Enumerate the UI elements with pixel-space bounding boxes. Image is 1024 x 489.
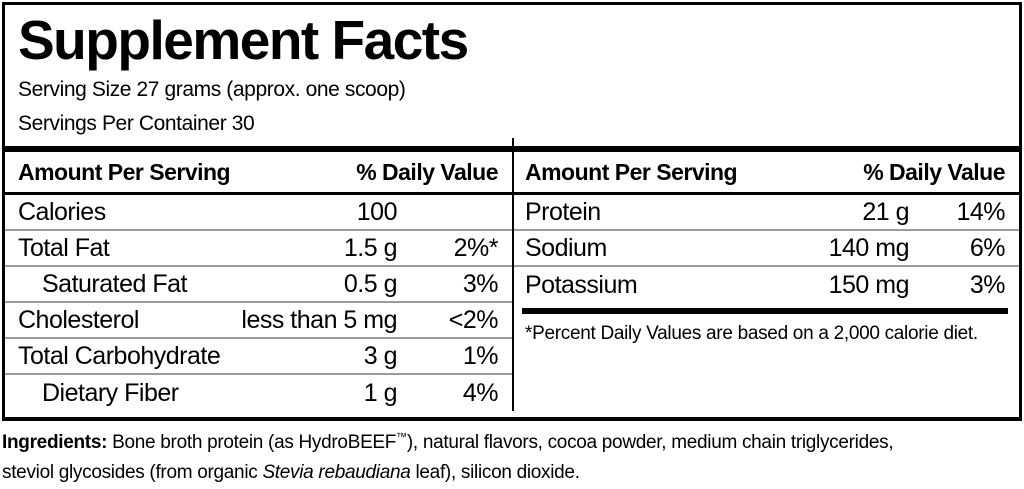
column-header-dv: % Daily Value — [356, 158, 498, 185]
row-label: Sodium — [525, 233, 607, 262]
page-title: Supplement Facts — [18, 9, 469, 71]
row-label: Saturated Fat — [42, 269, 187, 298]
table-header-row: Amount Per Serving % Daily Value — [5, 152, 512, 195]
table-row: Dietary Fiber 1 g 4% — [5, 375, 512, 411]
row-label: Total Carbohydrate — [18, 341, 221, 370]
row-amount: 140 mg — [828, 233, 910, 262]
table-body-right: Protein 21 g 14% Sodium 140 mg 6% Potassium 150… — [514, 195, 1019, 303]
row-label: Protein — [525, 197, 601, 226]
table-row: Total Fat 1.5 g 2%* — [5, 231, 512, 267]
column-header-amount: Amount Per Serving — [525, 158, 738, 185]
table-row: Saturated Fat 0.5 g 3% — [5, 267, 512, 303]
row-daily-value: 2%* — [453, 233, 499, 262]
facts-tables: Amount Per Serving % Daily Value Calorie… — [5, 138, 1019, 411]
row-label: Total Fat — [18, 233, 110, 262]
table-row: Sodium 140 mg 6% — [514, 231, 1019, 267]
row-amount: 1.5 g — [343, 233, 398, 262]
row-label: Cholesterol — [18, 305, 139, 334]
row-label: Potassium — [525, 270, 638, 299]
serving-info: Serving Size 27 grams (approx. one scoop… — [18, 73, 1004, 141]
row-amount: 100 — [356, 197, 398, 226]
row-amount: 3 g — [363, 341, 398, 370]
facts-table-left: Amount Per Serving % Daily Value Calorie… — [5, 152, 512, 411]
ingredients-line: steviol glycosides (from organic Stevia … — [2, 458, 1020, 488]
servings-per-container-text: Servings Per Container 30 — [18, 112, 255, 135]
row-label: Calories — [18, 197, 106, 226]
footnote-thick-rule — [522, 308, 1008, 314]
table-row: Cholesterol less than 5 mg <2% — [5, 303, 512, 339]
ingredients-label: Ingredients: — [2, 432, 113, 453]
row-daily-value: 6% — [969, 233, 1006, 262]
supplement-facts-panel: Supplement Facts Serving Size 27 grams (… — [2, 2, 1022, 421]
row-amount: less than 5 mg — [241, 305, 397, 334]
table-row: Calories 100 — [5, 195, 512, 231]
table-row: Potassium 150 mg 3% — [514, 267, 1019, 303]
row-amount: 21 g — [862, 197, 909, 226]
row-daily-value: <2% — [448, 305, 499, 334]
ingredients-text: leaf), silicon dioxide. — [410, 462, 580, 483]
ingredients-text: ), natural flavors, cocoa powder, medium… — [406, 432, 894, 453]
row-daily-value: 3% — [969, 270, 1006, 299]
facts-table-right: Amount Per Serving % Daily Value Protein… — [514, 152, 1019, 411]
ingredients-text: Bone broth protein (as HydroBEEF — [112, 432, 397, 453]
row-amount: 150 mg — [828, 270, 910, 299]
ingredients-text: ™ — [396, 431, 407, 444]
column-header-dv: % Daily Value — [863, 158, 1005, 185]
table-row: Protein 21 g 14% — [514, 195, 1019, 231]
ingredients-section: Ingredients: Bone broth protein (as Hydr… — [2, 428, 1020, 488]
table-header-row: Amount Per Serving % Daily Value — [514, 152, 1019, 195]
row-daily-value: 4% — [462, 378, 499, 407]
row-amount: 1 g — [363, 378, 398, 407]
daily-value-footnote: *Percent Daily Values are based on a 2,0… — [525, 323, 978, 344]
ingredients-text: Stevia rebaudiana — [262, 462, 411, 483]
column-divider-line — [512, 138, 514, 411]
ingredients-text: steviol glycosides (from organic — [2, 462, 263, 483]
table-row: Total Carbohydrate 3 g 1% — [5, 339, 512, 375]
panel-header: Supplement Facts Serving Size 27 grams (… — [5, 5, 1019, 141]
row-daily-value: 1% — [462, 341, 499, 370]
row-daily-value: 3% — [462, 269, 499, 298]
ingredients-line: Ingredients: Bone broth protein (as Hydr… — [2, 428, 1020, 458]
column-header-amount: Amount Per Serving — [18, 158, 231, 185]
serving-size-text: Serving Size 27 grams (approx. one scoop… — [18, 78, 406, 101]
row-daily-value: 14% — [956, 197, 1005, 226]
row-amount: 0.5 g — [343, 269, 398, 298]
row-label: Dietary Fiber — [42, 378, 179, 407]
table-body-left: Calories 100 Total Fat 1.5 g 2%* Saturated Fa… — [5, 195, 512, 411]
